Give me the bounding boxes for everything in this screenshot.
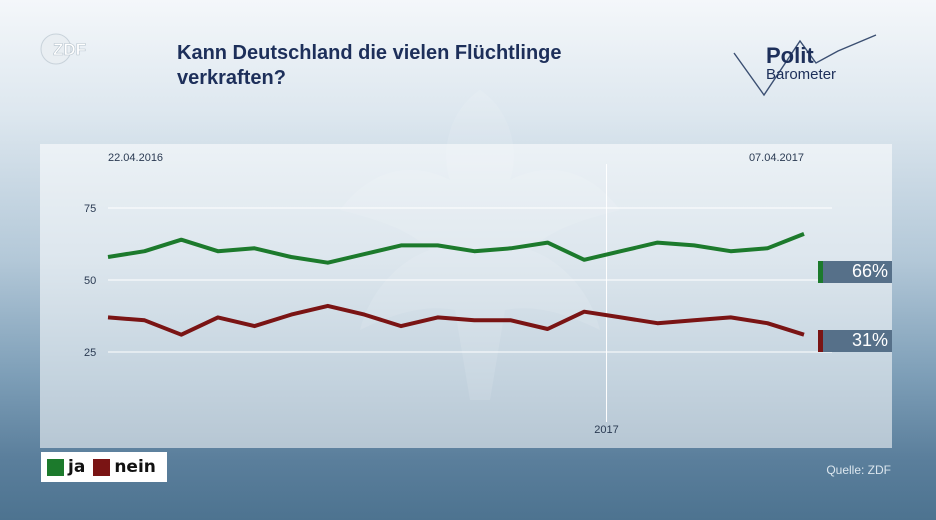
plot-background xyxy=(40,144,892,448)
legend: ja nein xyxy=(41,452,167,482)
value-label-nein: 31% xyxy=(851,330,888,351)
legend-item-ja: ja xyxy=(47,457,87,477)
politbarometer-logo: Polit Barometer xyxy=(730,33,880,104)
legend-swatch-ja xyxy=(47,458,64,476)
y-tick-label: 50 xyxy=(84,275,96,287)
source-label: Quelle: ZDF xyxy=(826,463,891,477)
logo-text: ZDF xyxy=(53,40,86,59)
line-chart: 75 50 25 22.04.2016 07.04.2017 2017 xyxy=(40,144,892,448)
year-label: 2017 xyxy=(594,424,618,436)
brand-top: Polit xyxy=(766,43,814,68)
series-line-nein xyxy=(107,303,805,337)
brand-bottom: Barometer xyxy=(766,66,836,83)
zdf-logo: ZDF xyxy=(40,33,104,70)
legend-swatch-nein xyxy=(93,458,111,476)
legend-item-nein: nein xyxy=(93,457,158,477)
y-tick-label: 75 xyxy=(84,203,96,215)
value-box-nein-accent xyxy=(818,329,823,352)
series-line-ja xyxy=(107,232,805,265)
value-box-nein: 31% xyxy=(818,329,892,352)
legend-label-ja: ja xyxy=(68,457,86,477)
title-line-2: verkraften? xyxy=(177,67,286,89)
chart-title: Kann Deutschland die vielen Flüchtlinge … xyxy=(177,41,647,91)
legend-label-nein: nein xyxy=(114,457,156,477)
value-box-ja-accent xyxy=(818,260,823,283)
date-start-label: 22.04.2016 xyxy=(108,152,163,164)
y-tick-label: 25 xyxy=(84,347,96,359)
value-box-ja: 66% xyxy=(818,260,892,283)
title-line-1: Kann Deutschland die vielen Flüchtlinge xyxy=(177,42,562,64)
value-label-ja: 66% xyxy=(851,261,888,282)
date-end-label: 07.04.2017 xyxy=(749,152,804,164)
